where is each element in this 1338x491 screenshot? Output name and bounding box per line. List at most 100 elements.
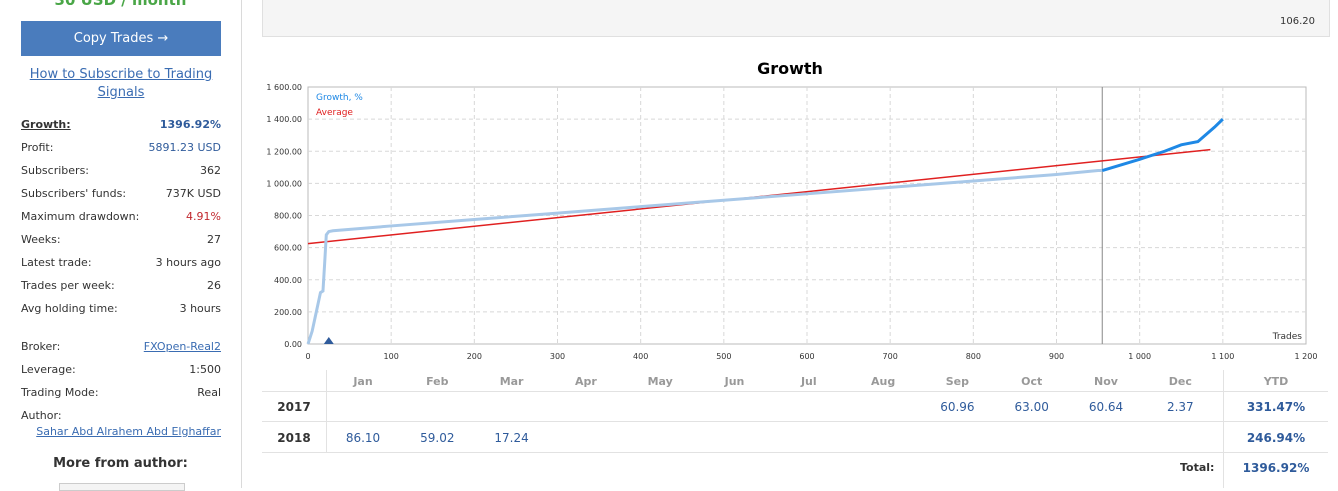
stat-value: 3 hours ago	[155, 256, 221, 269]
x-tick-label: 1 200	[1295, 352, 1318, 361]
month-header: Jan	[353, 375, 373, 388]
month-header: Dec	[1168, 375, 1192, 388]
detail-label: Broker:	[21, 340, 61, 353]
deposit-marker	[323, 337, 334, 344]
ytd-header: YTD	[1263, 375, 1289, 388]
stat-label: Trades per week:	[21, 279, 115, 292]
stat-row: Growth: 1396.92%	[21, 114, 221, 136]
y-tick-label: 1 200.00	[266, 147, 302, 156]
detail-label: Leverage:	[21, 363, 76, 376]
x-tick-label: 400	[633, 352, 648, 361]
month-value: 60.96	[940, 400, 975, 414]
month-header: Oct	[1021, 375, 1043, 388]
legend-average: Average	[316, 108, 353, 118]
month-header: Feb	[426, 375, 449, 388]
stat-value: 26	[207, 279, 221, 292]
stat-label: Latest trade:	[21, 256, 92, 269]
stat-value: 362	[200, 164, 221, 177]
author-link[interactable]: Sahar Abd Alrahem Abd Elghaffar	[36, 425, 221, 438]
ytd-value: 246.94%	[1246, 431, 1306, 445]
table-divider	[262, 421, 1328, 422]
detail-value: 1:500	[189, 363, 221, 376]
stat-value: 27	[207, 233, 221, 246]
detail-label: Trading Mode:	[21, 386, 99, 399]
copy-trades-button[interactable]: Copy Trades →	[21, 21, 221, 56]
total-value: 1396.92%	[1242, 461, 1310, 475]
x-tick-label: 100	[384, 352, 399, 361]
detail-row: Trading Mode: Real	[21, 382, 221, 404]
table-divider	[262, 391, 1328, 392]
month-header: Aug	[870, 375, 896, 388]
stat-row: Subscribers: 362	[21, 160, 221, 182]
stat-value: 4.91%	[186, 210, 221, 223]
x-tick-label: 800	[966, 352, 981, 361]
year-label: 2018	[277, 431, 311, 445]
detail-row: Broker: FXOpen-Real2	[21, 336, 221, 358]
y-tick-label: 1 600.00	[266, 83, 302, 92]
month-value: 2.37	[1166, 400, 1194, 414]
stat-row: Profit: 5891.23 USD	[21, 137, 221, 159]
legend-growth: Growth, %	[316, 93, 363, 103]
total-label: Total:	[1180, 461, 1215, 474]
y-tick-label: 600.00	[274, 244, 302, 253]
y-tick-label: 1 000.00	[266, 179, 302, 188]
stat-value: 3 hours	[179, 302, 221, 315]
stat-row: Subscribers' funds: 737K USD	[21, 183, 221, 205]
x-tick-label: 700	[883, 352, 898, 361]
stat-value: 1396.92%	[159, 118, 221, 131]
month-value: 63.00	[1014, 400, 1049, 414]
detail-value: Real	[197, 386, 221, 399]
top-summary-value: 106.20	[1280, 16, 1315, 27]
growth-line-recent	[1101, 118, 1224, 172]
stat-label: Avg holding time:	[21, 302, 118, 315]
y-tick-label: 1 400.00	[266, 115, 302, 124]
x-tick-label: 600	[799, 352, 814, 361]
more-from-author-heading: More from author:	[53, 456, 188, 471]
y-tick-label: 0.00	[284, 340, 302, 349]
ytd-value: 331.47%	[1246, 400, 1306, 414]
growth-line-history	[306, 169, 1103, 345]
x-axis-label: Trades	[1272, 332, 1303, 342]
sidebar: 30 USD / month Copy Trades → How to Subs…	[0, 0, 242, 491]
month-value: 59.02	[420, 431, 455, 445]
stat-value: 737K USD	[165, 187, 221, 200]
month-header: Mar	[499, 375, 524, 388]
stat-row: Weeks: 27	[21, 229, 221, 251]
main-content: 106.20	[242, 0, 1338, 488]
month-header: Jul	[800, 375, 817, 388]
detail-value[interactable]: FXOpen-Real2	[143, 340, 221, 353]
x-tick-label: 200	[467, 352, 482, 361]
stat-row: Latest trade: 3 hours ago	[21, 252, 221, 274]
stat-label: Maximum drawdown:	[21, 210, 140, 223]
stat-row: Trades per week: 26	[21, 275, 221, 297]
x-tick-label: 1 100	[1211, 352, 1234, 361]
top-summary-box: 106.20	[262, 0, 1330, 37]
month-value: 17.24	[494, 431, 529, 445]
x-tick-label: 300	[550, 352, 565, 361]
table-divider	[326, 370, 327, 452]
stat-label: Subscribers' funds:	[21, 187, 127, 200]
month-header: Jun	[724, 375, 745, 388]
month-value: 86.10	[345, 431, 381, 445]
table-divider	[262, 452, 1328, 453]
detail-label: Author:	[21, 409, 62, 422]
stat-label[interactable]: Growth:	[21, 118, 71, 131]
month-header: Sep	[945, 375, 970, 388]
y-tick-label: 800.00	[274, 212, 302, 221]
year-label: 2017	[277, 400, 311, 414]
x-tick-label: 500	[716, 352, 731, 361]
chart-title: Growth	[757, 59, 823, 78]
stat-row: Avg holding time: 3 hours	[21, 298, 221, 320]
stat-row: Maximum drawdown: 4.91%	[21, 206, 221, 228]
subscription-price: 30 USD / month	[54, 0, 187, 9]
stat-label: Weeks:	[21, 233, 61, 246]
how-to-subscribe-link[interactable]: How to Subscribe to Trading Signals	[29, 67, 213, 100]
y-tick-label: 400.00	[274, 276, 302, 285]
x-tick-label: 900	[1049, 352, 1064, 361]
x-tick-label: 0	[305, 352, 310, 361]
month-header: May	[647, 375, 673, 388]
table-divider	[1223, 370, 1224, 488]
month-header: Apr	[574, 375, 597, 388]
y-tick-label: 200.00	[274, 308, 302, 317]
